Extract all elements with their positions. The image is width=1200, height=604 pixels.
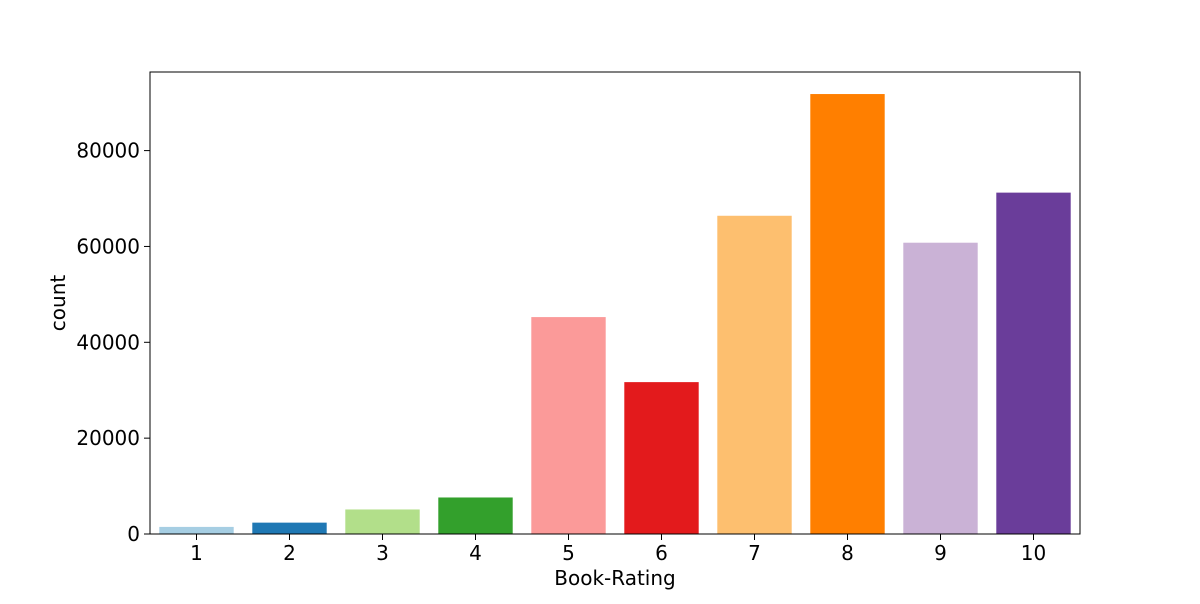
plot-frame — [149, 71, 1081, 535]
x-tick-label: 1 — [190, 541, 203, 565]
x-tick-label: 8 — [841, 541, 854, 565]
y-tick-label: 20000 — [76, 426, 140, 450]
y-tick-label: 40000 — [76, 330, 140, 354]
y-tick-label: 60000 — [76, 234, 140, 258]
x-tick-label: 3 — [376, 541, 389, 565]
x-axis-label: Book-Rating — [554, 566, 675, 590]
bar-rating-1 — [159, 526, 234, 534]
bar-rating-8 — [810, 94, 885, 534]
bar-rating-2 — [252, 522, 327, 534]
bar-rating-5 — [531, 317, 606, 534]
bar-rating-10 — [996, 192, 1071, 535]
bar-rating-9 — [903, 242, 978, 534]
y-tick-label: 0 — [127, 522, 140, 546]
x-tick-label: 6 — [655, 541, 668, 565]
bars-layer — [159, 94, 1071, 535]
y-axis-label: count — [46, 275, 70, 332]
x-axis-ticks: 1 2 3 4 5 6 7 8 9 10 — [190, 534, 1046, 565]
x-tick-label: 10 — [1021, 541, 1046, 565]
bar-rating-7 — [717, 215, 792, 534]
x-tick-label: 5 — [562, 541, 575, 565]
y-axis-ticks: 0 20000 40000 60000 80000 — [76, 139, 150, 546]
x-tick-label: 7 — [748, 541, 761, 565]
bar-rating-6 — [624, 382, 699, 534]
bar-rating-3 — [345, 509, 420, 534]
x-tick-label: 2 — [283, 541, 296, 565]
bar-rating-4 — [438, 497, 513, 534]
x-tick-label: 4 — [469, 541, 482, 565]
y-tick-label: 80000 — [76, 139, 140, 163]
x-tick-label: 9 — [934, 541, 947, 565]
